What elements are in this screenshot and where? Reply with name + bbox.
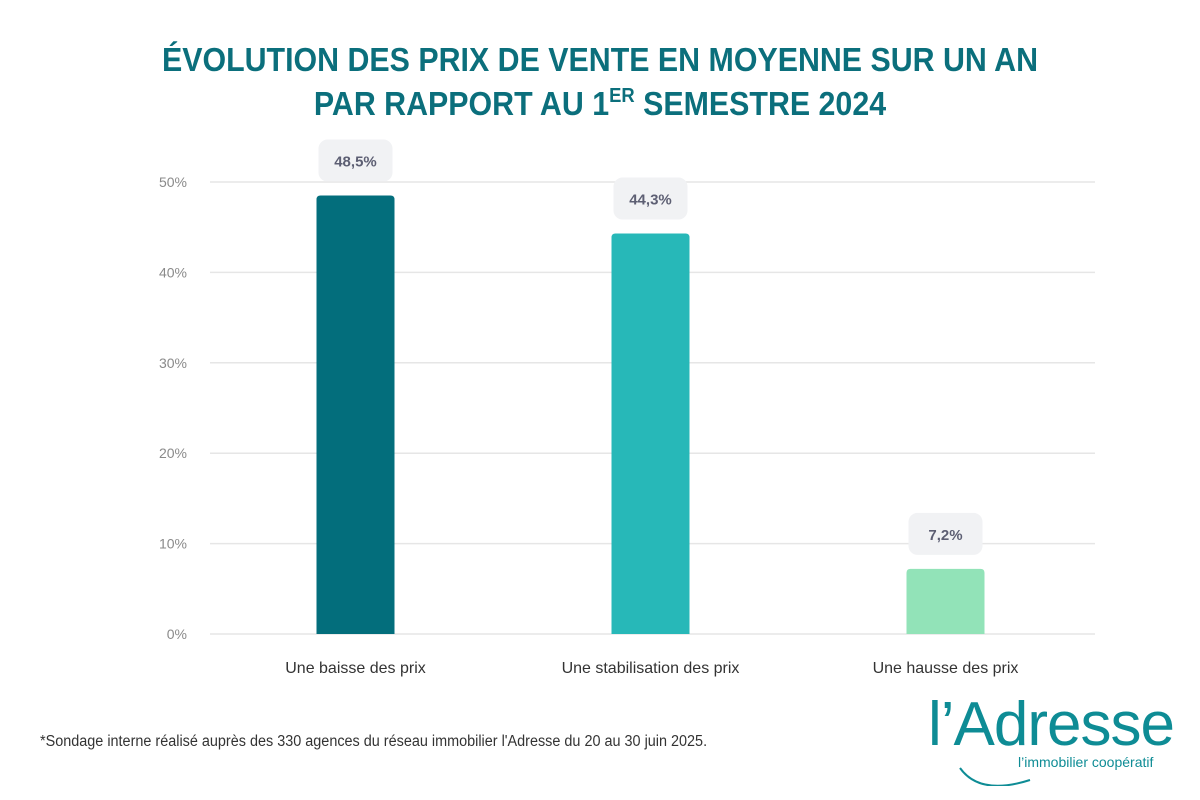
title-superscript: ER xyxy=(609,85,635,107)
y-tick-label: 20% xyxy=(159,445,187,461)
bar xyxy=(611,233,690,634)
y-axis-ticks: 0% 10% 20% 30% 40% 50% xyxy=(159,174,187,642)
y-tick-label: 30% xyxy=(159,355,187,371)
x-tick-label: Une hausse des prix xyxy=(873,660,1019,677)
y-tick-label: 40% xyxy=(159,264,187,280)
y-tick-label: 0% xyxy=(167,626,187,642)
bar xyxy=(906,568,985,634)
data-label: 48,5% xyxy=(334,154,377,171)
bar xyxy=(316,195,395,634)
x-axis-ticks: Une baisse des prix Une stabilisation des… xyxy=(285,660,1018,677)
bars xyxy=(316,195,985,634)
title-prefix: PAR RAPPORT AU 1 xyxy=(313,85,610,122)
data-label-pill xyxy=(613,177,688,220)
logo-tagline: l’immobilier coopératif xyxy=(1018,754,1154,770)
logo-wordmark: l’Adresse xyxy=(928,690,1175,759)
ladresse-logo: l’Adresse l’immobilier coopératif xyxy=(920,690,1175,786)
footnote: *Sondage interne réalisé auprès des 330 … xyxy=(40,733,708,750)
chart-title: ÉVOLUTION DES PRIX DE VENTE EN MOYENNE S… xyxy=(48,38,1152,126)
y-tick-label: 10% xyxy=(159,536,187,552)
data-label: 44,3% xyxy=(629,192,672,209)
x-tick-label: Une baisse des prix xyxy=(285,660,426,677)
data-label-pill xyxy=(318,139,393,182)
data-label: 7,2% xyxy=(928,527,962,544)
data-labels: 48,5% 44,3% 7,2% xyxy=(318,139,983,555)
chart-title-line-1: ÉVOLUTION DES PRIX DE VENTE EN MOYENNE S… xyxy=(161,41,1039,78)
chart-title-line-2: PAR RAPPORT AU 1ER SEMESTRE 2024 xyxy=(48,82,1152,126)
x-tick-label: Une stabilisation des prix xyxy=(562,660,740,677)
y-tick-label: 50% xyxy=(159,174,187,190)
logo-swoosh-icon xyxy=(959,767,1031,786)
data-label-pill xyxy=(908,512,983,555)
title-suffix: SEMESTRE 2024 xyxy=(634,85,887,122)
